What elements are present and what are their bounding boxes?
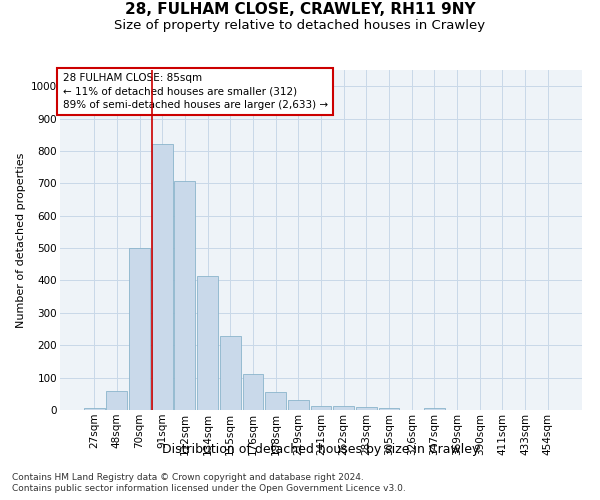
Bar (424, 408, 445, 410)
Bar (311, 406, 331, 410)
Text: Contains HM Land Registry data © Crown copyright and database right 2024.: Contains HM Land Registry data © Crown c… (12, 472, 364, 482)
Bar (220, 336, 241, 410)
Text: Size of property relative to detached houses in Crawley: Size of property relative to detached ho… (115, 19, 485, 32)
Bar (242, 374, 263, 410)
Bar (288, 400, 309, 410)
Bar (197, 276, 218, 410)
Bar (84, 408, 104, 410)
Text: Contains public sector information licensed under the Open Government Licence v3: Contains public sector information licen… (12, 484, 406, 493)
Text: 28, FULHAM CLOSE, CRAWLEY, RH11 9NY: 28, FULHAM CLOSE, CRAWLEY, RH11 9NY (125, 2, 475, 18)
Bar (152, 144, 173, 410)
Bar (333, 406, 354, 410)
Text: Distribution of detached houses by size in Crawley: Distribution of detached houses by size … (163, 442, 479, 456)
Text: 28 FULHAM CLOSE: 85sqm
← 11% of detached houses are smaller (312)
89% of semi-de: 28 FULHAM CLOSE: 85sqm ← 11% of detached… (62, 74, 328, 110)
Y-axis label: Number of detached properties: Number of detached properties (16, 152, 26, 328)
Bar (356, 407, 377, 410)
Bar (175, 180, 196, 410)
Bar (106, 391, 127, 410)
Bar (265, 392, 286, 410)
Bar (129, 248, 150, 410)
Bar (379, 408, 400, 410)
